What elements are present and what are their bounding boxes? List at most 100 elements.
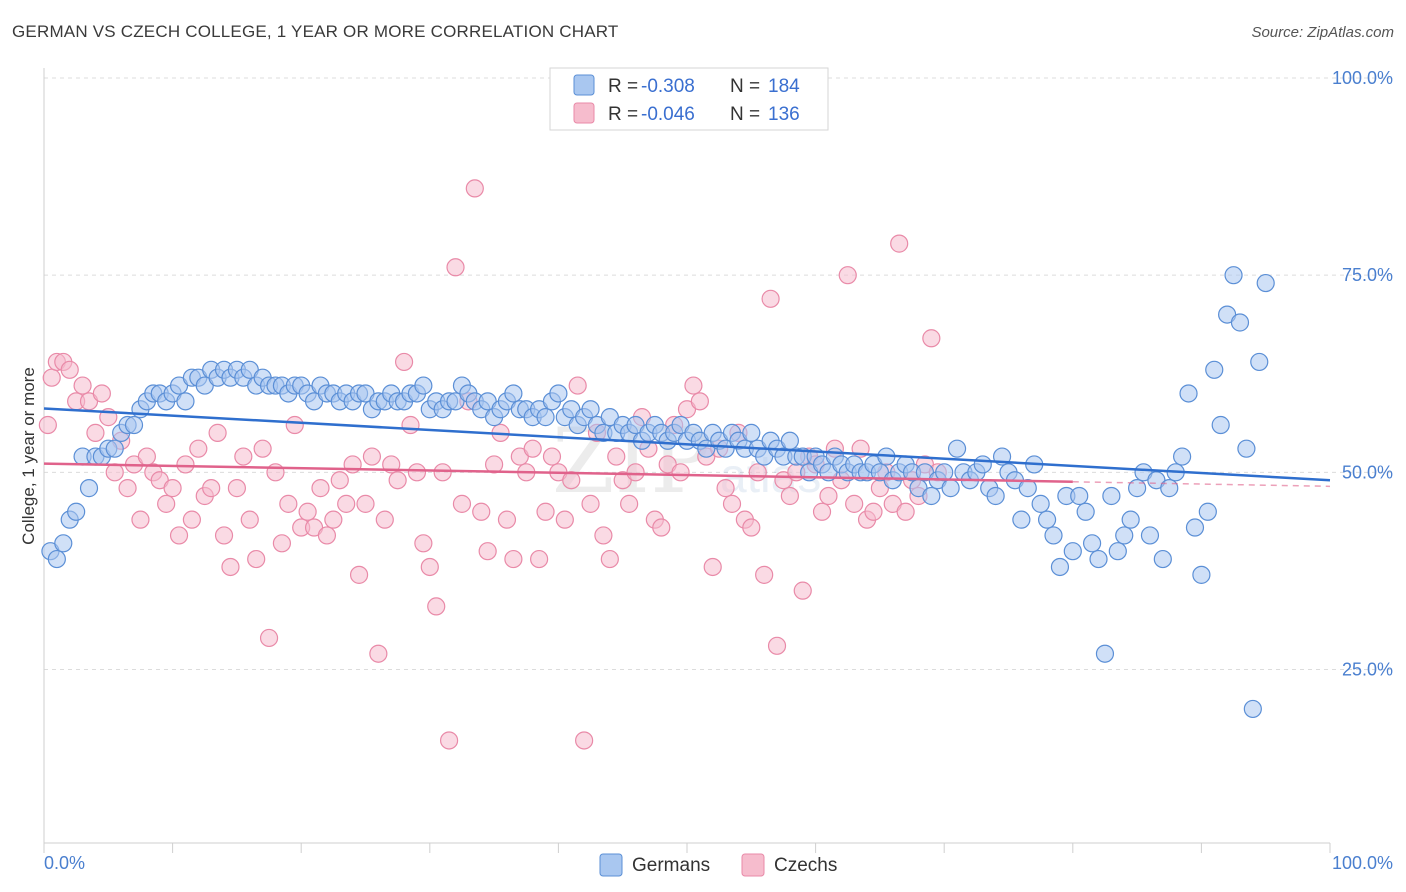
german-point [1089,549,1108,569]
german-point [581,400,600,419]
german-point [1250,352,1269,372]
german-point [1115,526,1134,545]
czech-point [478,542,497,561]
czech-point [176,455,195,474]
y-tick-label: 25.0% [1342,659,1393,679]
trend-lines [43,407,1331,488]
czech-point [452,494,472,513]
czech-point [472,502,491,521]
german-point [504,384,523,403]
czech-point [716,479,735,498]
legend-german-r: -0.308 [641,76,695,97]
czech-point [298,502,317,521]
czech-point [407,463,427,482]
german-point [1185,518,1205,537]
german-point [1237,439,1256,458]
legend-n-label-2: N = [730,104,760,125]
czech-point [575,731,594,750]
bottom-swatch-germans [599,853,623,877]
german-point [105,439,124,458]
czech-point [60,360,79,379]
czech-point [504,549,523,569]
czech-point [92,384,111,403]
german-point [1070,486,1089,506]
german-point [1153,549,1172,569]
german-point [1050,557,1070,577]
german-point [1198,502,1217,521]
czech-point [169,526,189,545]
czech-point [722,494,742,513]
czech-point [761,289,780,308]
german-point [536,408,555,427]
german-point [1108,542,1127,561]
czech-point [362,447,382,466]
german-points [41,266,1275,719]
czech-point [542,447,562,466]
axes [43,68,1331,853]
czech-point [163,479,182,498]
y-axis-title: College, 1 year or more [19,367,38,545]
german-point [1044,526,1063,545]
bottom-label-germans: Germans [632,855,710,876]
german-point [1037,510,1057,529]
czech-point [626,463,645,482]
czech-point [812,502,832,521]
y-tick-label: 100.0% [1332,68,1393,88]
x-tick-label-end: 100.0% [1332,853,1393,873]
german-point [742,423,761,442]
german-point [1121,510,1140,529]
czech-point [311,479,330,498]
german-point [1012,510,1031,529]
german-point [1102,486,1121,506]
czech-trend-extension [1072,481,1331,488]
german-point [1179,384,1198,403]
czech-point [285,415,304,435]
german-point [780,431,799,450]
german-point [1224,266,1243,285]
czech-point [780,486,799,506]
czech-point [433,463,452,482]
german-point [1140,526,1160,545]
chart-title: GERMAN VS CZECH COLLEGE, 1 YEAR OR MORE … [12,22,619,41]
bottom-label-czechs: Czechs [774,855,837,876]
german-point [1256,273,1275,293]
czech-point [703,557,722,577]
czech-point [137,447,156,466]
czech-point [568,376,587,395]
german-point [1205,360,1224,379]
czech-point [234,447,253,466]
czech-point [581,494,600,513]
german-point [1063,542,1082,561]
czech-point [465,179,484,198]
czech-point [755,565,774,584]
legend-swatch-germans [573,74,595,96]
german-point [124,415,144,435]
czech-point [922,329,941,348]
czech-point [414,534,433,553]
czech-point [838,266,857,285]
czech-point [202,479,221,498]
czech-point [748,463,767,482]
german-point [1127,479,1147,498]
czech-point [864,502,883,521]
german-point [1211,415,1230,435]
czech-point [890,234,909,253]
czech-point [131,510,150,529]
czech-point [420,557,439,577]
czech-point [279,494,298,513]
german-point [922,486,941,506]
german-point [986,486,1005,506]
tick-labels: 25.0% 50.0% 75.0% 100.0% 0.0% 100.0% [44,68,1393,873]
german-point [176,392,195,411]
german-point [941,479,960,498]
czech-point [105,463,124,482]
czech-trend-line [43,462,1073,484]
czech-point [600,549,619,569]
czech-point [369,644,388,663]
czech-point [523,439,542,458]
legend-swatch-czechs [573,102,595,124]
x-tick-label-start: 0.0% [44,853,85,873]
czech-point [227,479,246,498]
czech-point [330,471,349,490]
